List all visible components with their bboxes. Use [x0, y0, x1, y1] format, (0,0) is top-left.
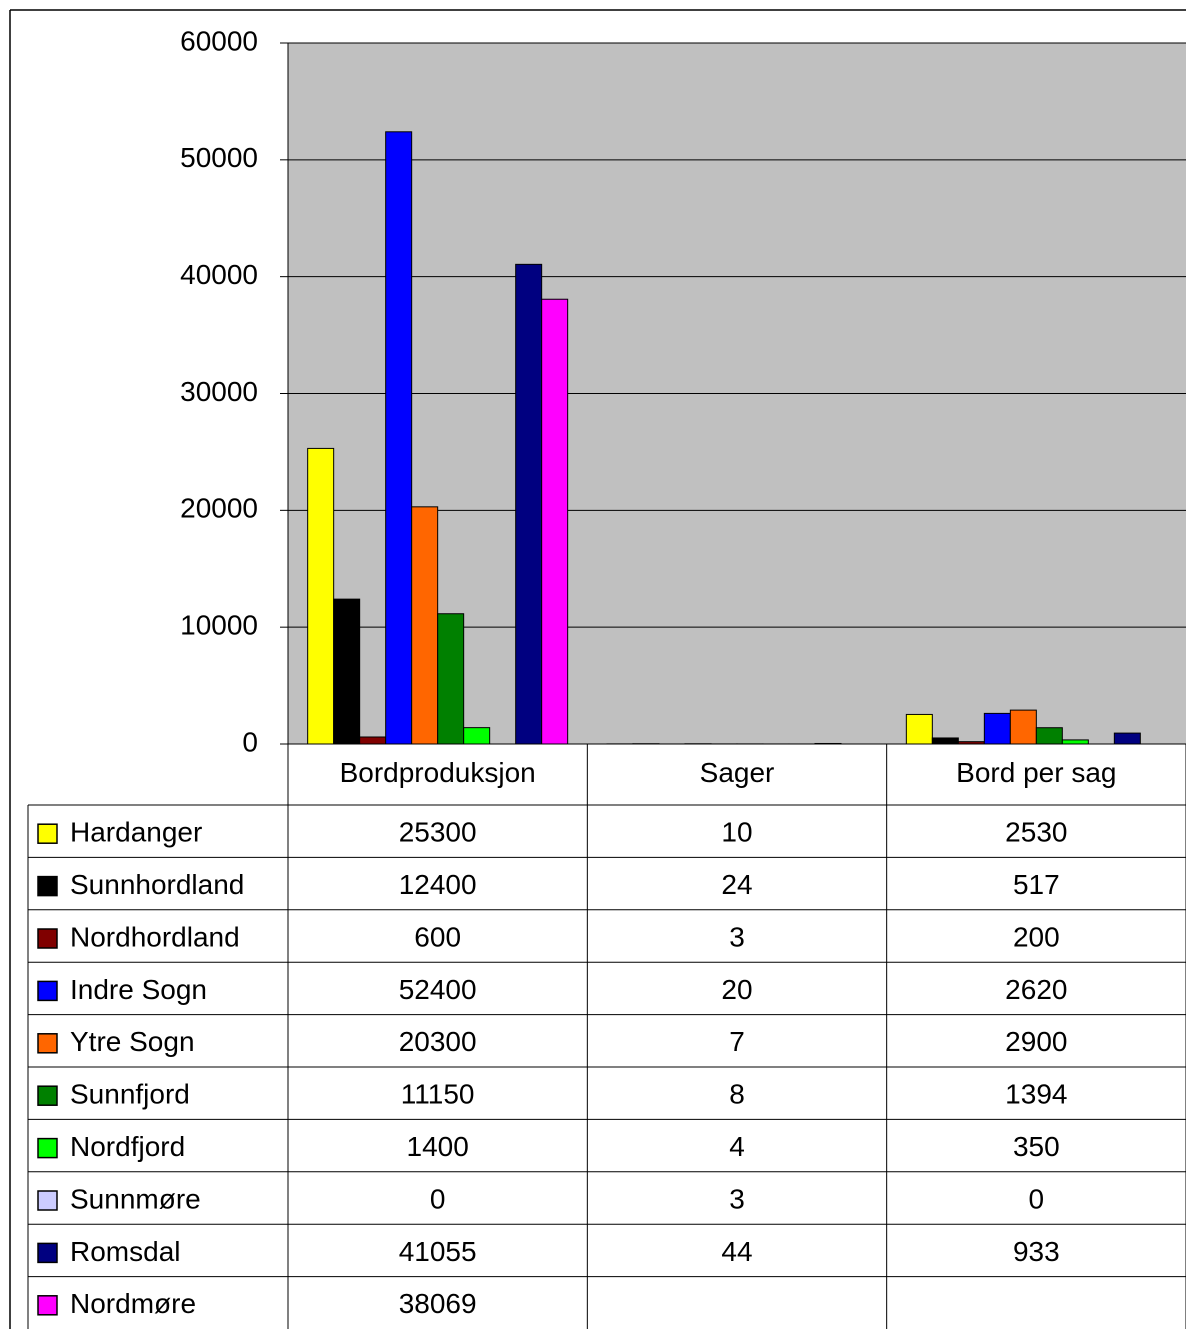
- bar: [333, 598, 361, 745]
- table-value: 11150: [401, 1079, 475, 1110]
- table-value: 8: [729, 1079, 745, 1110]
- legend-swatch: [37, 980, 58, 1002]
- table-value: 25300: [399, 817, 477, 848]
- table-value: 600: [414, 921, 461, 952]
- table-value: 38069: [399, 1288, 477, 1319]
- bar: [1009, 709, 1037, 745]
- legend-label: Sunnhordland: [70, 869, 244, 900]
- bar: [437, 613, 465, 745]
- bar: [385, 131, 413, 745]
- table-value: 44: [721, 1236, 752, 1267]
- y-tick-label: 0: [242, 726, 258, 757]
- table-value: 2530: [1005, 817, 1067, 848]
- bar: [905, 713, 933, 745]
- legend-label: Nordmøre: [70, 1288, 196, 1319]
- y-tick-label: 40000: [180, 259, 258, 290]
- table-value: 2620: [1005, 974, 1067, 1005]
- legend-swatch: [37, 1190, 58, 1211]
- legend-label: Sunnfjord: [70, 1079, 190, 1110]
- bar: [359, 736, 387, 745]
- category-label: Sager: [700, 757, 775, 788]
- y-tick-label: 30000: [180, 376, 258, 407]
- y-tick-label: 20000: [180, 493, 258, 524]
- table-value: 7: [729, 1026, 745, 1057]
- table-value: 517: [1013, 869, 1060, 900]
- legend-swatch: [37, 928, 58, 949]
- table-value: 12400: [399, 869, 477, 900]
- legend-label: Nordfjord: [70, 1131, 185, 1162]
- table-value: 41055: [399, 1236, 477, 1267]
- table-value: 200: [1013, 921, 1060, 952]
- y-tick-label: 60000: [180, 25, 258, 56]
- legend-label: Nordhordland: [70, 921, 240, 952]
- table-value: 1394: [1005, 1079, 1067, 1110]
- legend-label: Sunnmøre: [70, 1183, 201, 1214]
- bar: [411, 506, 439, 745]
- bar: [463, 727, 491, 745]
- table-value: 52400: [399, 974, 477, 1005]
- table-value: 933: [1013, 1236, 1060, 1267]
- table-value: 24: [721, 869, 752, 900]
- legend-swatch: [37, 1085, 58, 1106]
- bar: [515, 263, 543, 745]
- table-value: 20: [721, 974, 752, 1005]
- legend-label: Romsdal: [70, 1236, 180, 1267]
- table-value: 2900: [1005, 1026, 1067, 1057]
- legend-swatch: [37, 875, 58, 897]
- table-value: 3: [729, 1183, 745, 1214]
- bar: [931, 737, 959, 745]
- legend-swatch: [37, 823, 58, 844]
- legend-swatch: [37, 1242, 58, 1264]
- bar: [541, 298, 569, 745]
- table-value: 350: [1013, 1131, 1060, 1162]
- y-tick-label: 10000: [180, 610, 258, 641]
- table-value: 1400: [407, 1131, 469, 1162]
- legend-swatch: [37, 1295, 58, 1316]
- legend-swatch: [37, 1137, 58, 1159]
- table-value: 4: [729, 1131, 745, 1162]
- bar: [1061, 739, 1089, 745]
- bar: [1035, 727, 1063, 745]
- legend-swatch: [37, 1033, 58, 1054]
- table-value: 10: [721, 817, 752, 848]
- table-value: 0: [1029, 1183, 1045, 1214]
- table-value: 3: [729, 921, 745, 952]
- bar: [1113, 732, 1141, 745]
- category-label: Bordproduksjon: [340, 757, 536, 788]
- legend-label: Hardanger: [70, 817, 202, 848]
- category-label: Bord per sag: [956, 757, 1116, 788]
- legend-label: Ytre Sogn: [70, 1026, 195, 1057]
- legend-label: Indre Sogn: [70, 974, 207, 1005]
- table-value: 20300: [399, 1026, 477, 1057]
- y-tick-label: 50000: [180, 142, 258, 173]
- table-value: 0: [430, 1183, 446, 1214]
- bar: [983, 712, 1011, 745]
- bar: [307, 447, 335, 745]
